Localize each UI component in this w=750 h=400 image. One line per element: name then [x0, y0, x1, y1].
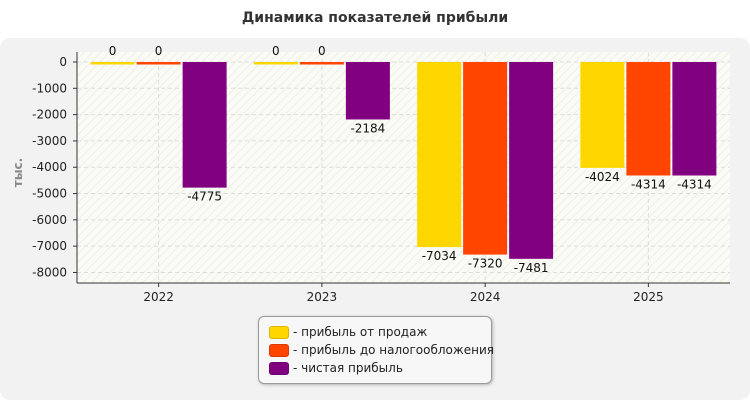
y-axis-label: тыс. [11, 158, 25, 187]
bar [299, 62, 344, 65]
y-tick-label: 0 [59, 55, 67, 69]
y-tick-label: -2000 [32, 108, 67, 122]
y-tick-label: -7000 [32, 239, 67, 253]
x-tick-label: 2024 [470, 290, 501, 304]
data-label: -7320 [468, 257, 503, 271]
bar [417, 62, 462, 248]
legend-item-pretax-profit: - прибыль до налогообложения [269, 341, 494, 359]
legend-item-sales-profit: - прибыль от продаж [269, 323, 427, 341]
legend-item-net-profit: - чистая прибыль [269, 359, 403, 377]
legend: - прибыль от продаж - прибыль до налогоо… [258, 316, 494, 384]
data-label: 0 [318, 44, 326, 58]
legend-label-sales-profit: - прибыль от продаж [293, 325, 428, 339]
bar [345, 62, 390, 120]
y-tick-label: -5000 [32, 187, 67, 201]
data-label: -7481 [514, 261, 549, 275]
y-tick-label: -4000 [32, 160, 67, 174]
y-tick-label: -3000 [32, 134, 67, 148]
bar [463, 62, 508, 255]
bar [182, 62, 227, 188]
data-label: -4775 [187, 190, 222, 204]
chart-title: Динамика показателей прибыли [241, 10, 509, 26]
y-tick-label: -6000 [32, 213, 67, 227]
bar [672, 62, 717, 176]
legend-label-net-profit: - чистая прибыль [293, 361, 403, 375]
bar [509, 62, 554, 259]
data-label: 0 [272, 44, 280, 58]
bar [90, 62, 135, 65]
x-tick-label: 2023 [307, 290, 338, 304]
data-label: -4314 [677, 177, 712, 191]
y-tick-label: -8000 [32, 265, 67, 279]
x-tick-label: 2025 [633, 290, 664, 304]
data-label: -4024 [585, 170, 620, 184]
data-label: -7034 [422, 249, 457, 263]
data-label: 0 [109, 44, 117, 58]
bar [580, 62, 625, 168]
data-label: -2184 [350, 121, 385, 135]
legend-swatch-net-profit [269, 361, 289, 375]
data-label: 0 [155, 44, 163, 58]
legend-label-pretax-profit: - прибыль до налогообложения [293, 343, 494, 357]
x-tick-label: 2022 [143, 290, 174, 304]
bar [626, 62, 671, 176]
bar [253, 62, 298, 65]
data-label: -4314 [631, 177, 666, 191]
legend-swatch-sales-profit [269, 325, 289, 339]
bar [136, 62, 181, 65]
legend-swatch-pretax-profit [269, 343, 289, 357]
y-tick-label: -1000 [32, 81, 67, 95]
